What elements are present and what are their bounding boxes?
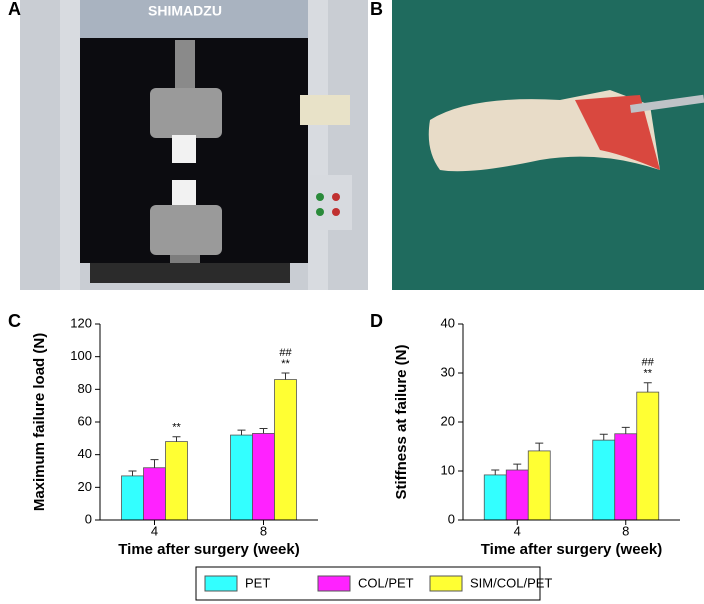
error-bar (237, 429, 246, 436)
panel-label: B (370, 0, 383, 19)
y-tick-label: 80 (78, 381, 92, 396)
significance-mark: ** (281, 358, 290, 370)
y-axis-label: Stiffness at failure (N) (393, 344, 410, 499)
panel-label: A (8, 0, 21, 19)
legend-swatch (429, 575, 463, 592)
significance-mark: ** (643, 368, 652, 380)
bar (592, 439, 616, 521)
x-tick-label: 4 (514, 523, 521, 538)
error-bar (643, 382, 652, 393)
error-bar (150, 459, 159, 468)
bar (252, 433, 275, 521)
bar (527, 450, 551, 521)
y-tick-label: 120 (70, 315, 92, 330)
panel-label: D (370, 311, 383, 331)
y-tick-label: 60 (78, 413, 92, 428)
bar (230, 434, 253, 521)
significance-mark: ## (279, 347, 292, 359)
error-bar (259, 428, 268, 434)
bar (274, 379, 297, 521)
brand: SHIMADZU (148, 3, 222, 19)
error-bar (535, 442, 544, 451)
bar (636, 391, 660, 521)
x-tick-label: 8 (260, 523, 267, 538)
legend-swatch (204, 575, 238, 592)
y-tick-label: 0 (85, 511, 92, 526)
y-tick-label: 10 (441, 462, 455, 477)
error-bar (128, 470, 137, 476)
legend-label: PET (245, 575, 270, 590)
bar (483, 474, 507, 521)
y-tick-label: 30 (441, 364, 455, 379)
y-tick-label: 100 (70, 348, 92, 363)
x-tick-label: 4 (151, 523, 158, 538)
error-bar (599, 433, 608, 441)
photo-b: B (370, 0, 704, 290)
legend-box (195, 566, 541, 601)
error-bar (491, 469, 500, 475)
error-bar (281, 372, 290, 380)
bar (505, 469, 529, 521)
x-tick-label: 8 (622, 523, 629, 538)
legend-label: COL/PET (358, 575, 414, 590)
y-tick-label: 20 (441, 413, 455, 428)
significance-mark: ## (642, 357, 655, 369)
x-axis-label: Time after surgery (week) (118, 541, 299, 558)
panel-label: C (8, 311, 21, 331)
y-tick-label: 40 (78, 446, 92, 461)
error-bar (621, 426, 630, 434)
y-tick-label: 0 (448, 511, 455, 526)
y-tick-label: 20 (78, 479, 92, 494)
bar (614, 433, 638, 521)
legend-swatch (317, 575, 351, 592)
bar (143, 467, 166, 521)
photo-a: SHIMADZU A (8, 0, 368, 290)
error-bar (513, 463, 522, 471)
bar (165, 441, 188, 521)
bar (121, 475, 144, 521)
error-bar (172, 436, 181, 442)
legend-label: SIM/COL/PET (470, 575, 552, 590)
y-axis-label: Maximum failure load (N) (31, 333, 48, 511)
x-axis-label: Time after surgery (week) (481, 541, 662, 558)
y-tick-label: 40 (441, 315, 455, 330)
significance-mark: ** (172, 422, 181, 434)
